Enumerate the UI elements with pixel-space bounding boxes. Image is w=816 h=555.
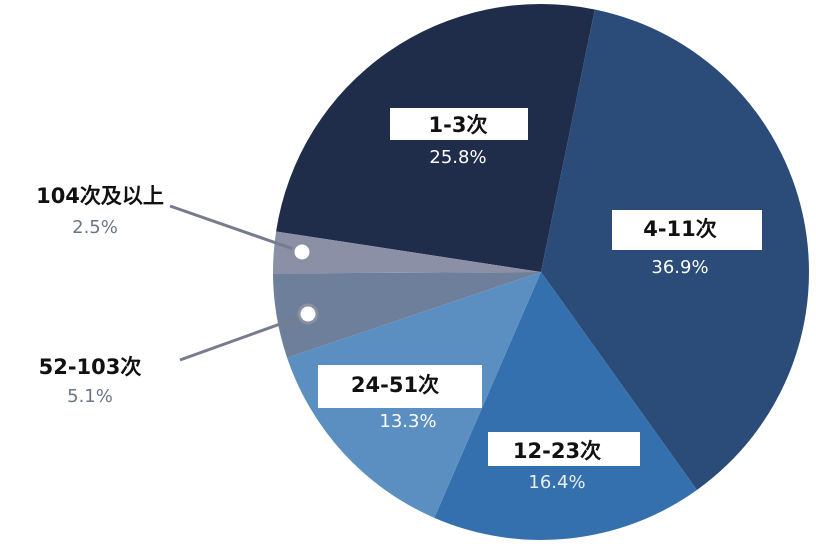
leader-line — [179, 312, 309, 362]
category-label: 4-11次 — [643, 217, 717, 241]
label-box — [318, 365, 482, 408]
category-label: 24-51次 — [351, 373, 439, 397]
pie-slice — [273, 272, 541, 358]
leader-dot — [297, 303, 319, 325]
value-label: 16.4% — [528, 472, 585, 493]
value-label: 25.8% — [429, 147, 486, 168]
pie-slice — [434, 272, 697, 540]
pie-slice — [273, 231, 541, 274]
label-box — [488, 432, 640, 466]
value-label: 5.1% — [67, 386, 113, 407]
value-label: 2.5% — [72, 217, 118, 238]
leader-dot — [291, 241, 313, 263]
label-box — [390, 108, 528, 140]
leader-line — [169, 204, 303, 254]
value-label: 13.3% — [379, 411, 436, 432]
category-label: 12-23次 — [513, 439, 601, 463]
category-label: 52-103次 — [39, 355, 142, 379]
value-label: 36.9% — [651, 257, 708, 278]
category-label: 1-3次 — [429, 113, 488, 137]
label-box — [612, 210, 762, 250]
category-label: 104次及以上 — [36, 184, 164, 208]
